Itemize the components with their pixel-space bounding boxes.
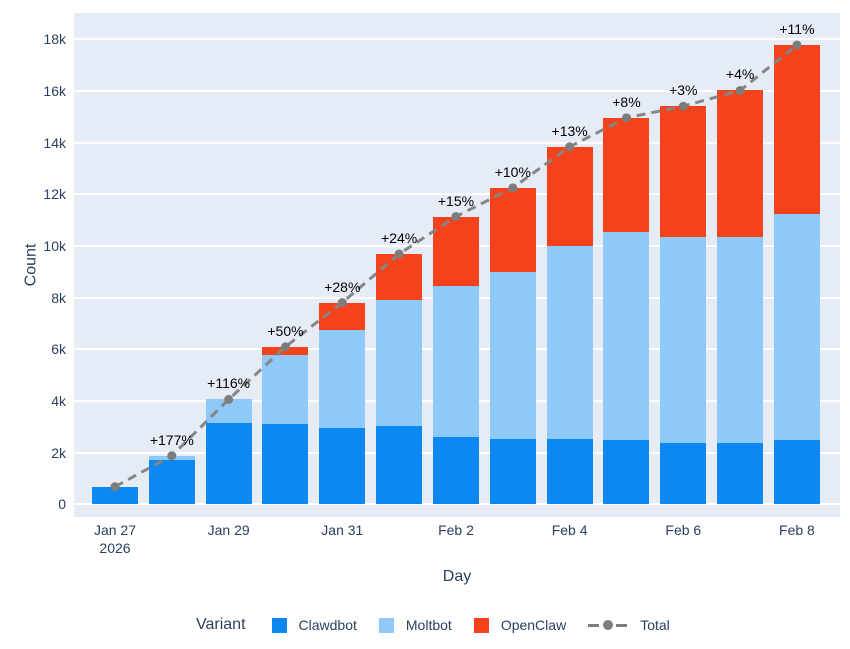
y-tick-label: 10k — [43, 237, 66, 254]
bar-segment-moltbot-feb-3[interactable] — [489, 272, 536, 440]
bar-segment-openclaw-jan-30[interactable] — [262, 346, 309, 355]
legend-label: OpenClaw — [500, 617, 567, 633]
bar-segment-openclaw-feb-4[interactable] — [546, 146, 593, 247]
legend-swatch-openclaw — [473, 617, 489, 633]
y-tick-label: 16k — [43, 82, 66, 99]
growth-annotation: +3% — [669, 82, 698, 99]
bar-segment-clawdbot-jan-31[interactable] — [319, 428, 366, 505]
bar-segment-moltbot-feb-6[interactable] — [660, 237, 707, 443]
legend-label: Clawdbot — [298, 617, 357, 633]
growth-annotation: +116% — [207, 375, 251, 392]
bar-segment-clawdbot-feb-2[interactable] — [432, 436, 479, 505]
bar-segment-moltbot-jan-28[interactable] — [148, 455, 195, 461]
legend: Variant Clawdbot Moltbot OpenClaw Total — [196, 612, 692, 638]
growth-annotation: +8% — [612, 93, 641, 110]
legend-title: Variant — [196, 616, 246, 633]
x-tick-label: Feb 8 — [779, 522, 815, 538]
bar-segment-clawdbot-jan-30[interactable] — [262, 424, 309, 505]
legend-item-clawdbot[interactable]: Clawdbot — [271, 617, 357, 633]
bar-segment-moltbot-feb-2[interactable] — [432, 285, 479, 437]
bar-segment-clawdbot-feb-1[interactable] — [376, 426, 423, 505]
legend-item-openclaw[interactable]: OpenClaw — [473, 617, 567, 633]
legend-swatch-clawdbot — [271, 617, 287, 633]
bar-segment-openclaw-feb-3[interactable] — [489, 187, 536, 273]
legend-item-moltbot[interactable]: Moltbot — [378, 617, 452, 633]
growth-annotation: +4% — [725, 66, 755, 83]
bar-segment-moltbot-feb-7[interactable] — [717, 236, 764, 443]
legend-item-total[interactable]: Total — [588, 617, 670, 633]
bar-segment-openclaw-feb-8[interactable] — [773, 44, 820, 215]
bar-segment-clawdbot-feb-5[interactable] — [603, 440, 650, 505]
x-axis-title: Day — [442, 568, 472, 585]
y-tick-label: 2k — [51, 444, 66, 461]
growth-annotation: +11% — [779, 20, 815, 37]
growth-annotation: +50% — [267, 322, 304, 339]
y-tick-label: 8k — [51, 289, 66, 306]
growth-annotation: +10% — [494, 163, 531, 180]
x-tick-label: Feb 6 — [665, 522, 702, 538]
bar-segment-clawdbot-feb-3[interactable] — [489, 439, 536, 505]
bar-segment-moltbot-jan-30[interactable] — [262, 354, 309, 425]
y-tick-label: 14k — [43, 134, 66, 151]
bar-segment-openclaw-feb-1[interactable] — [376, 253, 423, 301]
bar-segment-moltbot-feb-4[interactable] — [546, 246, 593, 440]
bar-segment-openclaw-jan-31[interactable] — [319, 302, 366, 330]
bar-segment-moltbot-feb-8[interactable] — [773, 214, 820, 441]
bar-segment-openclaw-feb-5[interactable] — [603, 117, 650, 233]
bar-segment-clawdbot-feb-4[interactable] — [546, 439, 593, 505]
y-tick-label: 12k — [43, 186, 66, 203]
x-tick-label: Jan 27 2026 — [93, 522, 137, 556]
y-tick-label: 0 — [58, 496, 66, 513]
gridline — [74, 503, 840, 506]
x-tick-label: Feb 4 — [551, 522, 588, 538]
y-axis-title: Count — [22, 243, 40, 287]
bar-segment-clawdbot-jan-28[interactable] — [148, 460, 195, 505]
bar-segment-moltbot-feb-5[interactable] — [603, 232, 650, 441]
gridline — [74, 38, 840, 41]
growth-annotation: +13% — [551, 122, 588, 139]
bar-segment-clawdbot-jan-29[interactable] — [205, 422, 252, 505]
plot-area — [74, 13, 840, 517]
bar-segment-clawdbot-jan-27[interactable] — [92, 486, 138, 505]
x-tick-label: Feb 2 — [438, 522, 474, 538]
y-tick-label: 18k — [43, 31, 66, 48]
bar-segment-moltbot-jan-31[interactable] — [319, 329, 366, 429]
y-tick-label: 4k — [51, 392, 66, 409]
legend-label: Moltbot — [405, 617, 452, 633]
total-line-glyph — [588, 618, 628, 633]
growth-annotation: +24% — [381, 229, 418, 246]
bar-segment-moltbot-jan-29[interactable] — [205, 399, 252, 423]
bar-segment-clawdbot-feb-6[interactable] — [660, 442, 707, 505]
bar-segment-moltbot-feb-1[interactable] — [376, 300, 423, 426]
legend-swatch-moltbot — [378, 617, 394, 633]
x-tick-label: Jan 29 — [207, 522, 250, 538]
bar-segment-openclaw-feb-6[interactable] — [660, 106, 707, 238]
bar-segment-clawdbot-feb-7[interactable] — [717, 442, 764, 505]
growth-annotation: +28% — [324, 278, 361, 295]
growth-annotation: +177% — [149, 431, 194, 448]
y-tick-label: 6k — [51, 341, 66, 358]
x-tick-label: Jan 31 — [321, 522, 364, 538]
bar-segment-openclaw-feb-2[interactable] — [432, 216, 479, 286]
legend-label: Total — [640, 617, 670, 633]
growth-annotation: +15% — [437, 192, 475, 209]
bar-segment-openclaw-feb-7[interactable] — [717, 90, 764, 237]
bar-segment-clawdbot-feb-8[interactable] — [773, 440, 820, 505]
